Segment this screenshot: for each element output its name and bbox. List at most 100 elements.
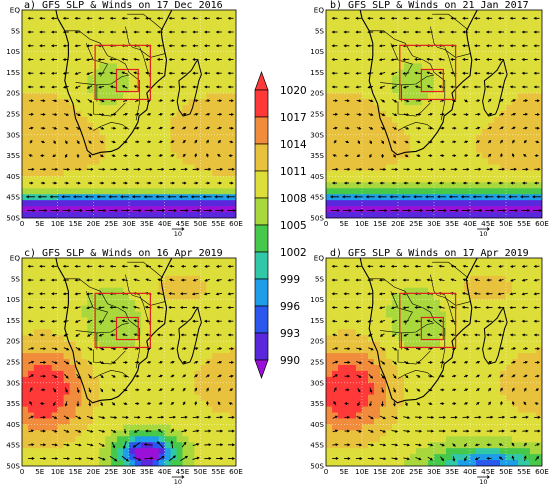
longitude-tick-label: 0 bbox=[20, 467, 25, 476]
colorbar-segment bbox=[254, 251, 269, 280]
longitude-tick-label: 30E bbox=[427, 219, 441, 228]
madagascar-coastline bbox=[482, 306, 508, 365]
latitude-tick-label: 40S bbox=[6, 420, 20, 429]
longitude-tick-label: 55E bbox=[211, 219, 225, 228]
longitude-tick-label: 30E bbox=[427, 467, 441, 476]
longitude-tick-label: 40E bbox=[463, 219, 477, 228]
latitude-tick-label: 35S bbox=[310, 151, 324, 160]
latitude-tick-label: 25S bbox=[6, 358, 20, 367]
latitude-tick-label: 30S bbox=[310, 378, 324, 387]
longitude-tick-label: 30E bbox=[122, 219, 136, 228]
madagascar-coastline bbox=[482, 58, 508, 117]
latitude-tick-label: 10S bbox=[310, 47, 324, 56]
country-border bbox=[93, 121, 130, 131]
colorbar-segment bbox=[254, 170, 269, 199]
latitude-tick-label: 15S bbox=[310, 316, 324, 325]
longitude-tick-label: 15E bbox=[69, 467, 83, 476]
country-border bbox=[64, 278, 140, 369]
latitude-tick-label: 5S bbox=[315, 274, 325, 283]
latitude-tick-label: 35S bbox=[6, 151, 20, 160]
longitude-tick-label: 20E bbox=[86, 467, 100, 476]
longitude-tick-label: 35E bbox=[445, 467, 459, 476]
latitude-tick-label: 30S bbox=[6, 130, 20, 139]
colorbar-segment bbox=[254, 278, 269, 307]
map-frame bbox=[21, 257, 237, 467]
colorbar-bottom-arrow bbox=[254, 359, 269, 380]
latitude-tick-label: 5S bbox=[315, 26, 325, 35]
colorbar-label: 993 bbox=[280, 328, 300, 340]
latitude-tick-label: EQ bbox=[314, 254, 325, 263]
colorbar-label: 1002 bbox=[280, 247, 307, 259]
latitude-tick-label: 50S bbox=[310, 462, 324, 471]
longitude-tick-label: 15E bbox=[373, 467, 387, 476]
country-border bbox=[93, 369, 130, 379]
longitude-tick-label: 10E bbox=[355, 219, 369, 228]
latitude-tick-label: 25S bbox=[6, 110, 20, 119]
country-border bbox=[139, 47, 150, 77]
longitude-tick-label: 55E bbox=[211, 467, 225, 476]
panel-title-b: b) GFS SLP & Winds on 21 Jan 2017 bbox=[330, 0, 529, 11]
longitude-tick-label: 10E bbox=[355, 467, 369, 476]
longitude-tick-label: 20E bbox=[391, 219, 405, 228]
latitude-tick-label: 20S bbox=[310, 89, 324, 98]
outer-study-box bbox=[94, 292, 152, 349]
latitude-tick-label: 30S bbox=[310, 130, 324, 139]
longitude-tick-label: 60E bbox=[229, 219, 243, 228]
longitude-tick-label: 45E bbox=[481, 467, 495, 476]
longitude-tick-label: 25E bbox=[104, 467, 118, 476]
latitude-tick-label: 15S bbox=[6, 68, 20, 77]
latitude-tick-label: EQ bbox=[10, 254, 21, 263]
latitude-tick-label: 10S bbox=[6, 295, 20, 304]
madagascar-coastline bbox=[176, 306, 202, 365]
latitude-tick-label: 45S bbox=[310, 193, 324, 202]
longitude-tick-label: 5E bbox=[339, 219, 349, 228]
latitude-tick-label: 5S bbox=[11, 26, 21, 35]
country-border bbox=[93, 349, 126, 365]
latitude-tick-label: 50S bbox=[6, 214, 20, 223]
longitude-tick-label: 55E bbox=[517, 467, 531, 476]
colorbar-segment bbox=[254, 332, 269, 361]
longitude-tick-label: 10E bbox=[51, 467, 65, 476]
outer-study-box bbox=[399, 292, 457, 349]
reference-vector-label: 10 bbox=[174, 230, 182, 238]
colorbar-label: 1011 bbox=[280, 166, 307, 178]
longitude-tick-label: 50E bbox=[499, 219, 513, 228]
madagascar-coastline bbox=[176, 58, 202, 117]
colorbar-label: 1005 bbox=[280, 220, 307, 232]
colorbar-top-arrow bbox=[254, 70, 269, 91]
colorbar-segment bbox=[254, 89, 269, 118]
colorbar-label: 999 bbox=[280, 274, 300, 286]
longitude-tick-label: 20E bbox=[391, 467, 405, 476]
panel-title-a: a) GFS SLP & Winds on 17 Dec 2016 bbox=[24, 0, 223, 11]
latitude-tick-label: 35S bbox=[6, 399, 20, 408]
reference-vector-label: 10 bbox=[479, 478, 487, 486]
country-border bbox=[430, 26, 471, 58]
latitude-tick-label: 40S bbox=[6, 172, 20, 181]
latitude-tick-label: 45S bbox=[310, 441, 324, 450]
latitude-tick-label: EQ bbox=[314, 6, 325, 15]
colorbar-label: 990 bbox=[280, 355, 300, 367]
longitude-tick-label: 0 bbox=[20, 219, 25, 228]
longitude-tick-label: 5E bbox=[35, 219, 45, 228]
longitude-tick-label: 50E bbox=[499, 467, 513, 476]
latitude-tick-label: 20S bbox=[310, 337, 324, 346]
country-border bbox=[397, 121, 435, 131]
latitude-tick-label: 50S bbox=[6, 462, 20, 471]
country-border bbox=[390, 291, 413, 325]
colorbar-segment bbox=[254, 197, 269, 226]
colorbar-segment bbox=[254, 224, 269, 253]
country-border bbox=[75, 330, 98, 350]
longitude-tick-label: 15E bbox=[373, 219, 387, 228]
panel-title-c: c) GFS SLP & Winds on 16 Apr 2019 bbox=[24, 248, 223, 259]
latitude-tick-label: 35S bbox=[310, 399, 324, 408]
latitude-tick-label: 25S bbox=[310, 358, 324, 367]
latitude-tick-label: 50S bbox=[310, 214, 324, 223]
longitude-tick-label: 40E bbox=[158, 467, 172, 476]
longitude-tick-label: 25E bbox=[104, 219, 118, 228]
country-border bbox=[390, 43, 413, 77]
longitude-tick-label: 45E bbox=[481, 219, 495, 228]
longitude-tick-label: 50E bbox=[193, 219, 207, 228]
country-border bbox=[125, 274, 165, 306]
country-border bbox=[369, 30, 446, 121]
